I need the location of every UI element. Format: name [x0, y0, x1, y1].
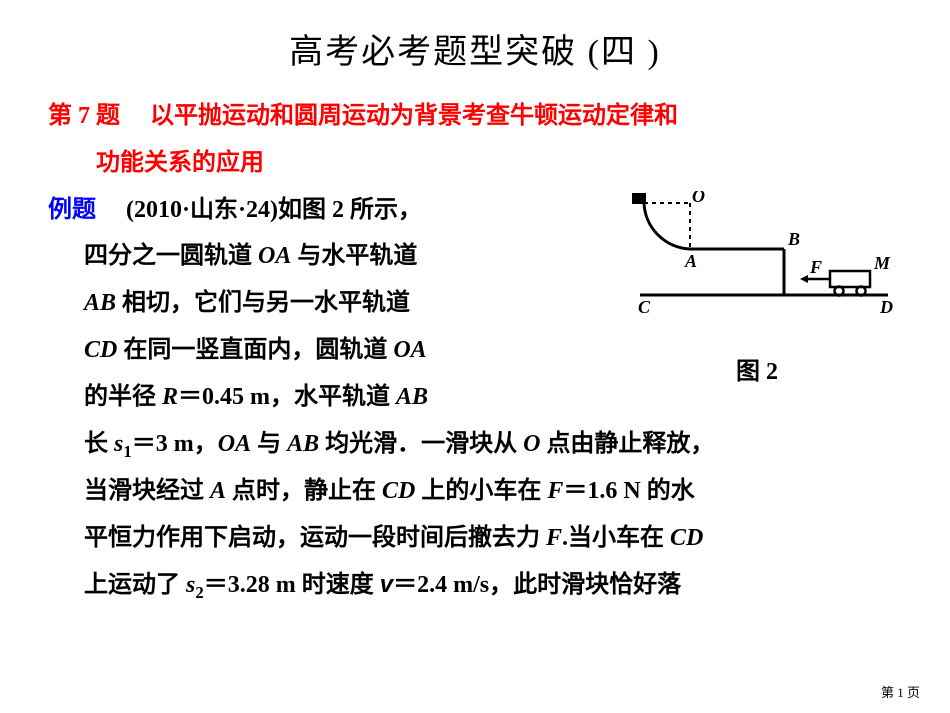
question-title-2: 功能关系的应用 [96, 140, 902, 187]
figure-svg: O A B C D F M [612, 191, 902, 331]
page-title: 高考必考题型突破 (四 ) [0, 0, 950, 73]
svg-text:D: D [879, 297, 893, 317]
svg-text:F: F [809, 257, 822, 277]
figure-caption: 图 2 [612, 349, 902, 396]
svg-text:A: A [684, 251, 697, 271]
question-title-1: 以平抛运动和圆周运动为背景考查牛顿运动定律和 [126, 103, 678, 129]
svg-text:C: C [638, 297, 651, 317]
page-number: 第 1 页 [881, 682, 920, 701]
svg-text:O: O [692, 191, 705, 206]
svg-text:M: M [873, 253, 891, 273]
figure-block: O A B C D F M 图 2 [612, 191, 902, 396]
intro: 如图 2 所示， [278, 197, 422, 223]
example-source: (2010·山东·24) [102, 197, 278, 223]
example-label: 例题 [48, 197, 96, 223]
content-area: 第 7 题 以平抛运动和圆周运动为背景考查牛顿运动定律和 功能关系的应用 [0, 73, 950, 609]
question-number: 第 7 题 [48, 103, 120, 129]
svg-text:B: B [787, 229, 800, 249]
question-line1: 第 7 题 以平抛运动和圆周运动为背景考查牛顿运动定律和 [48, 93, 902, 140]
